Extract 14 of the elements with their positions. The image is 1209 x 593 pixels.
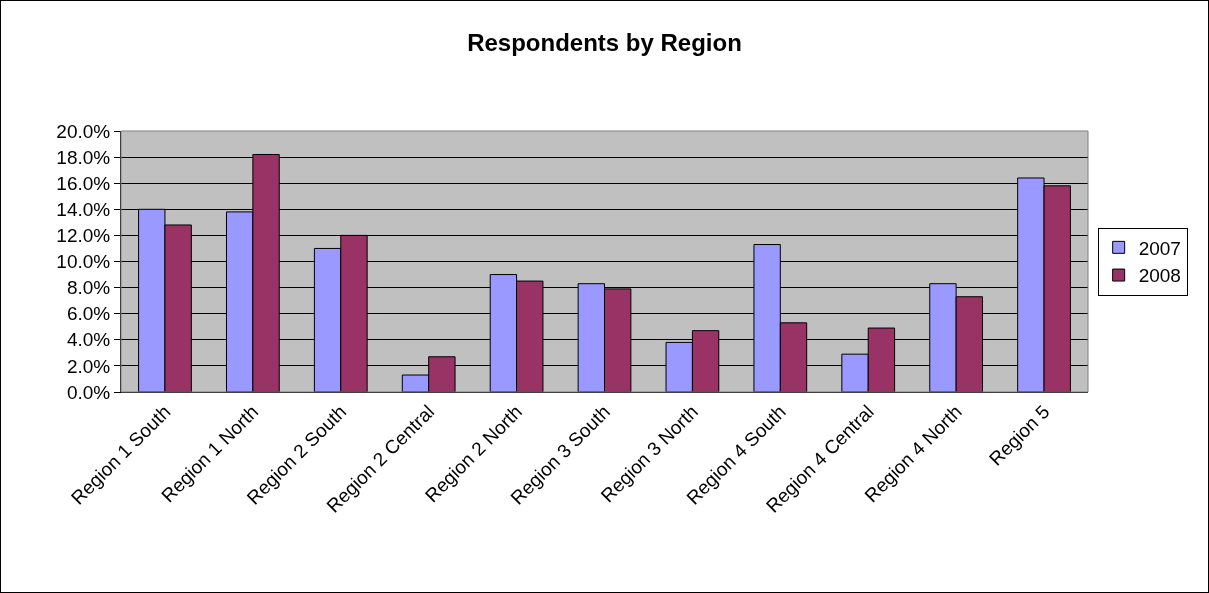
y-tick-label: 2.0% (66, 355, 111, 377)
y-tick-label: 6.0% (66, 303, 111, 325)
y-tick-label: 20.0% (56, 120, 111, 142)
y-tick-label: 0.0% (66, 381, 111, 403)
y-tick-label: 14.0% (56, 198, 111, 220)
y-tick-label: 8.0% (66, 277, 111, 299)
chart-title: Respondents by Region (467, 28, 742, 56)
legend-label: 2008 (1138, 265, 1181, 287)
y-tick-label: 4.0% (66, 329, 111, 351)
y-tick-label: 16.0% (56, 172, 111, 194)
y-tick-label: 18.0% (56, 146, 111, 168)
y-tick-label: 12.0% (56, 225, 111, 247)
y-tick-label: 10.0% (56, 251, 111, 273)
legend-label: 2007 (1138, 237, 1181, 259)
